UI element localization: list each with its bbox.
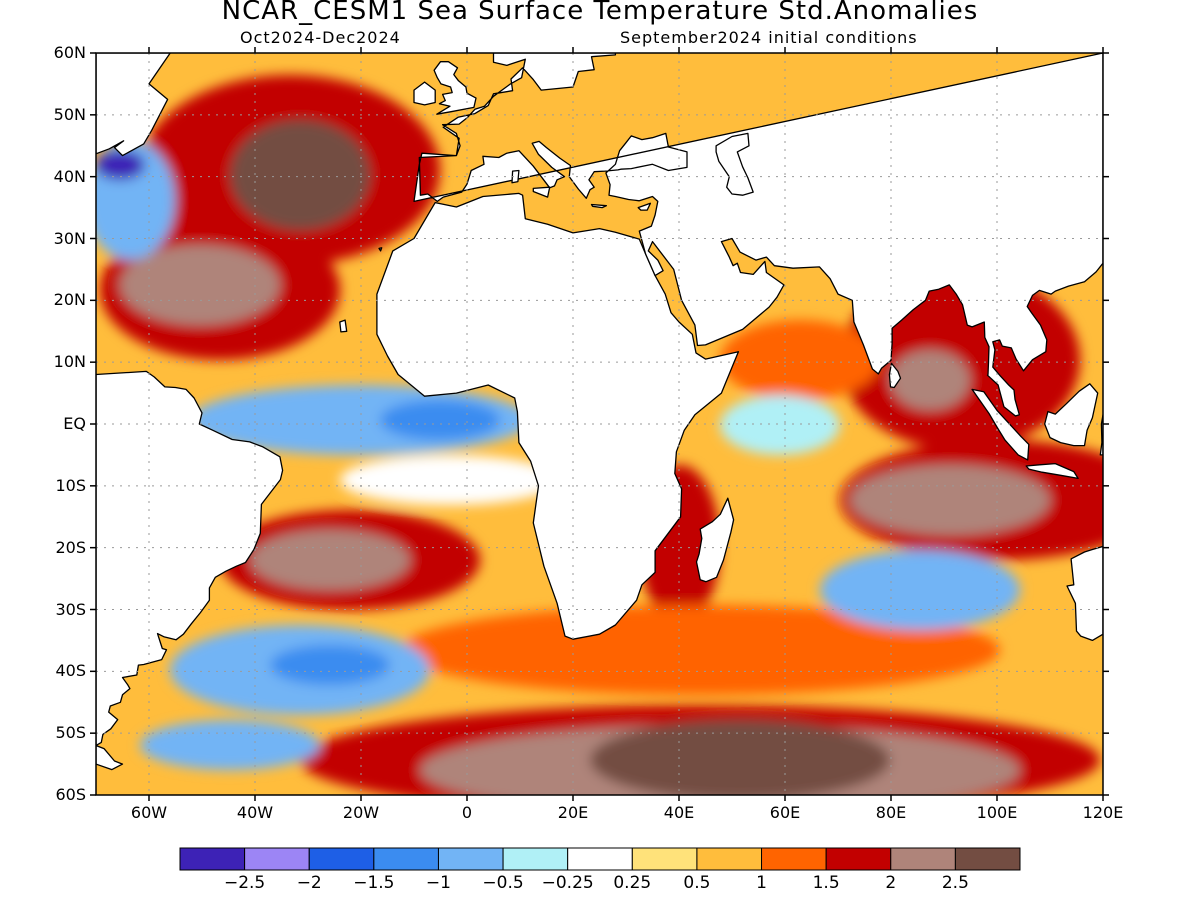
landmass-4 xyxy=(96,370,284,747)
lon-label: 120E xyxy=(1082,803,1124,822)
lat-label: 20N xyxy=(53,290,86,310)
map-title: NCAR_CESM1 Sea Surface Temperature Std.A… xyxy=(221,0,979,26)
colorbar-swatch xyxy=(437,847,504,871)
colorbar-label: 1 xyxy=(756,873,767,893)
anomaly-fields xyxy=(96,75,1103,795)
lat-label: 40N xyxy=(53,166,86,186)
colorbar-label: 2.5 xyxy=(941,873,969,893)
colorbar-swatch xyxy=(954,847,1021,871)
colorbar-swatch xyxy=(890,847,956,871)
landmass-8 xyxy=(1025,462,1079,480)
gulf-of-guinea-cool-anomaly xyxy=(380,400,500,440)
landmass-14 xyxy=(433,61,477,115)
northwest-atlantic-strong-cool-anomaly xyxy=(96,150,145,180)
lon-label: 20W xyxy=(342,803,380,822)
lon-label: 60E xyxy=(769,803,801,822)
land-layer xyxy=(96,22,1103,771)
lat-label: 10S xyxy=(55,475,86,495)
season-label: Oct2024-Dec2024 xyxy=(240,28,401,47)
lat-label: 60S xyxy=(55,785,86,804)
lon-label: 60W xyxy=(130,803,168,822)
initial-conditions-label: September2024 initial conditions xyxy=(620,28,918,47)
colorbar-swatch xyxy=(179,847,246,871)
landmass-7 xyxy=(971,388,1030,461)
landmass-21 xyxy=(715,132,754,196)
colorbar-label: −0.5 xyxy=(482,873,524,893)
subtropical-atlantic-strong-warm-anomaly xyxy=(120,245,280,325)
south-indian-cool-anomaly xyxy=(820,550,1020,630)
bay-of-bengal-strong-warm-anomaly xyxy=(890,350,970,410)
landmass-16 xyxy=(532,186,551,198)
colorbar-swatch xyxy=(373,847,439,871)
lat-label: 20S xyxy=(55,537,86,557)
landmass-6 xyxy=(888,362,902,389)
colorbar-swatch xyxy=(761,847,827,871)
landmass-3 xyxy=(96,744,124,771)
southeast-indian-strong-warm-anomaly xyxy=(850,465,1050,535)
lon-label: 40E xyxy=(663,803,695,822)
colorbar-swatch xyxy=(244,847,310,871)
colorbar xyxy=(179,847,1021,871)
landmass-13 xyxy=(413,81,436,106)
colorbar-swatch xyxy=(825,847,892,871)
colorbar-label: −2 xyxy=(296,873,322,893)
lat-label: 40S xyxy=(55,661,86,681)
south-atlantic-strong-warm-anomaly xyxy=(250,530,410,590)
south-atlantic-strong-cool-anomaly xyxy=(270,645,390,685)
south-indian-warm-band xyxy=(400,605,1000,695)
lat-label: 50S xyxy=(55,723,86,743)
landmass-1 xyxy=(413,53,1103,417)
landmass-2 xyxy=(96,53,171,157)
colorbar-label: 0.5 xyxy=(683,873,711,893)
axis-ticks xyxy=(90,47,1109,801)
landmass-20 xyxy=(339,319,348,333)
colorbar-swatch xyxy=(502,847,569,871)
colorbar-label: 0.25 xyxy=(613,873,652,893)
lat-label: 50N xyxy=(53,104,86,124)
arabian-sea-warm-anomaly xyxy=(720,320,880,400)
lat-label: EQ xyxy=(63,414,86,433)
landmass-12 xyxy=(332,22,351,31)
lat-label: 30S xyxy=(55,599,86,619)
colorbar-label: −1 xyxy=(425,873,451,893)
lon-label: 20E xyxy=(557,803,589,822)
colorbar-label: −2.5 xyxy=(223,873,266,893)
colorbar-swatch xyxy=(631,847,698,871)
landmass-10 xyxy=(1066,545,1103,642)
landmass-17 xyxy=(590,203,608,209)
south-atlantic-neutral-zone xyxy=(340,455,560,505)
landmass-15 xyxy=(511,169,520,184)
drake-passage-cool-anomaly xyxy=(140,720,320,770)
landmass-18 xyxy=(637,202,652,211)
colorbar-swatch xyxy=(308,847,375,871)
lon-label: 80E xyxy=(875,803,907,822)
lon-label: 0 xyxy=(461,803,473,822)
colorbar-swatch xyxy=(567,847,633,871)
lat-label: 30N xyxy=(53,228,86,248)
landmass-5 xyxy=(695,497,735,583)
landmass-19 xyxy=(378,247,383,252)
western-indian-cool-anomaly xyxy=(720,395,840,455)
southern-ocean-extreme-warm-anomaly xyxy=(590,720,890,795)
north-atlantic-strong-warm-anomaly xyxy=(230,120,370,230)
colorbar-label: −0.25 xyxy=(541,873,594,893)
colorbar-label: 2 xyxy=(885,873,897,893)
lon-label: 40W xyxy=(236,803,274,822)
colorbar-label: 1.5 xyxy=(812,873,840,893)
colorbar-swatch xyxy=(696,847,763,871)
lat-label: 60N xyxy=(53,43,86,62)
lon-label: 100E xyxy=(976,803,1018,822)
lat-label: 10N xyxy=(53,352,86,372)
landmass-0 xyxy=(376,192,740,640)
colorbar-label: −1.5 xyxy=(353,873,395,893)
